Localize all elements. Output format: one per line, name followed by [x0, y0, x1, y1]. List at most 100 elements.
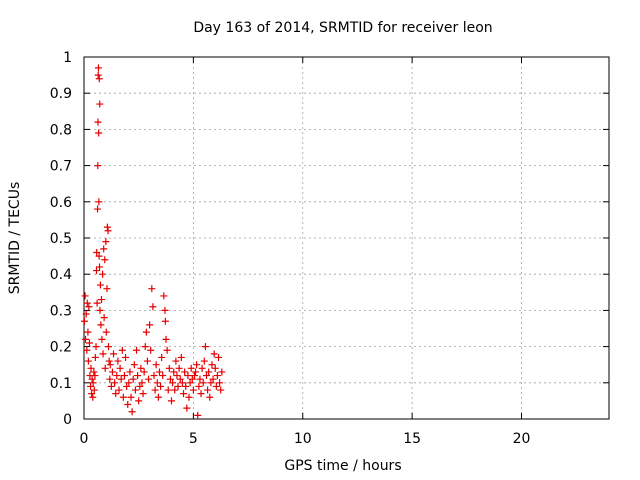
data-point: [85, 339, 93, 347]
data-point: [142, 328, 150, 336]
data-point: [210, 350, 218, 358]
data-point: [104, 227, 112, 235]
data-point: [87, 382, 95, 390]
data-point: [149, 303, 157, 311]
data-point: [170, 368, 178, 376]
data-point: [137, 364, 145, 372]
x-tick-label: 20: [513, 431, 531, 447]
data-point: [206, 393, 214, 401]
data-point: [119, 393, 127, 401]
data-point: [145, 375, 153, 383]
data-point: [178, 379, 186, 387]
data-point: [101, 364, 109, 372]
y-tick-label: 0.8: [50, 122, 72, 138]
data-point: [88, 390, 96, 398]
data-point: [91, 372, 99, 380]
y-tick-label: 0: [63, 412, 72, 428]
data-point: [165, 364, 173, 372]
data-point: [85, 303, 93, 311]
data-point: [143, 357, 151, 365]
data-point: [100, 245, 108, 253]
data-point: [160, 292, 168, 300]
data-point: [108, 368, 116, 376]
data-point: [163, 346, 171, 354]
data-point: [141, 343, 149, 351]
data-point: [96, 281, 104, 289]
data-point: [92, 267, 100, 275]
data-point: [185, 393, 193, 401]
data-point: [106, 361, 114, 369]
data-point: [95, 198, 103, 206]
data-point: [194, 411, 202, 419]
data-point: [168, 397, 175, 405]
data-point: [131, 386, 139, 394]
data-point: [112, 390, 120, 398]
data-point: [117, 375, 125, 383]
data-point: [110, 350, 118, 358]
data-point: [207, 379, 215, 387]
data-point: [177, 353, 185, 361]
data-point: [187, 364, 195, 372]
data-point: [139, 390, 147, 398]
data-point: [213, 372, 221, 380]
data-point: [192, 368, 200, 376]
y-tick-label: 0.4: [50, 267, 72, 283]
data-point: [198, 364, 206, 372]
data-point: [95, 129, 103, 137]
data-point: [123, 382, 131, 390]
data-point: [182, 382, 190, 390]
data-point: [195, 382, 203, 390]
data-point: [169, 379, 177, 387]
y-axis-label: SRMTID / TECUs: [7, 182, 23, 295]
data-point: [150, 372, 158, 380]
x-tick-label: 5: [189, 431, 198, 447]
data-point: [158, 353, 166, 361]
data-point: [162, 335, 170, 343]
data-point: [181, 368, 189, 376]
data-point: [83, 299, 91, 307]
data-point: [81, 292, 89, 300]
data-point: [140, 368, 148, 376]
data-point: [118, 346, 126, 354]
x-tick-label: 15: [403, 431, 421, 447]
data-point: [217, 386, 225, 394]
chart-title: Day 163 of 2014, SRMTID for receiver leo…: [193, 20, 492, 36]
y-tick-label: 0.1: [50, 376, 72, 392]
data-point: [199, 379, 207, 387]
data-point: [164, 386, 172, 394]
data-point: [97, 321, 105, 329]
data-point: [209, 375, 217, 383]
data-point: [105, 357, 113, 365]
grid: [84, 57, 609, 419]
data-point: [90, 368, 98, 376]
data-point: [166, 375, 174, 383]
data-point: [80, 317, 88, 325]
y-tick-label: 0.2: [50, 340, 72, 356]
data-point: [90, 386, 98, 394]
data-point: [102, 328, 110, 336]
data-point: [94, 162, 102, 170]
data-point: [102, 238, 110, 246]
data-point: [94, 64, 102, 72]
data-point: [172, 357, 180, 365]
data-point: [116, 364, 124, 372]
data-point: [98, 296, 105, 304]
x-tick-label: 10: [294, 431, 312, 447]
data-point: [176, 375, 184, 383]
data-point: [136, 382, 144, 390]
data-point: [99, 350, 107, 358]
data-point: [107, 382, 115, 390]
data-point: [157, 382, 165, 390]
data-point: [174, 382, 182, 390]
x-axis-label: GPS time / hours: [284, 458, 401, 474]
data-point: [122, 353, 130, 361]
data-point: [100, 314, 108, 322]
data-point: [196, 375, 204, 383]
y-tick-label: 0.9: [50, 86, 72, 102]
data-point: [212, 382, 220, 390]
data-point: [94, 205, 102, 213]
data-point: [153, 379, 161, 387]
data-point: [184, 372, 192, 380]
